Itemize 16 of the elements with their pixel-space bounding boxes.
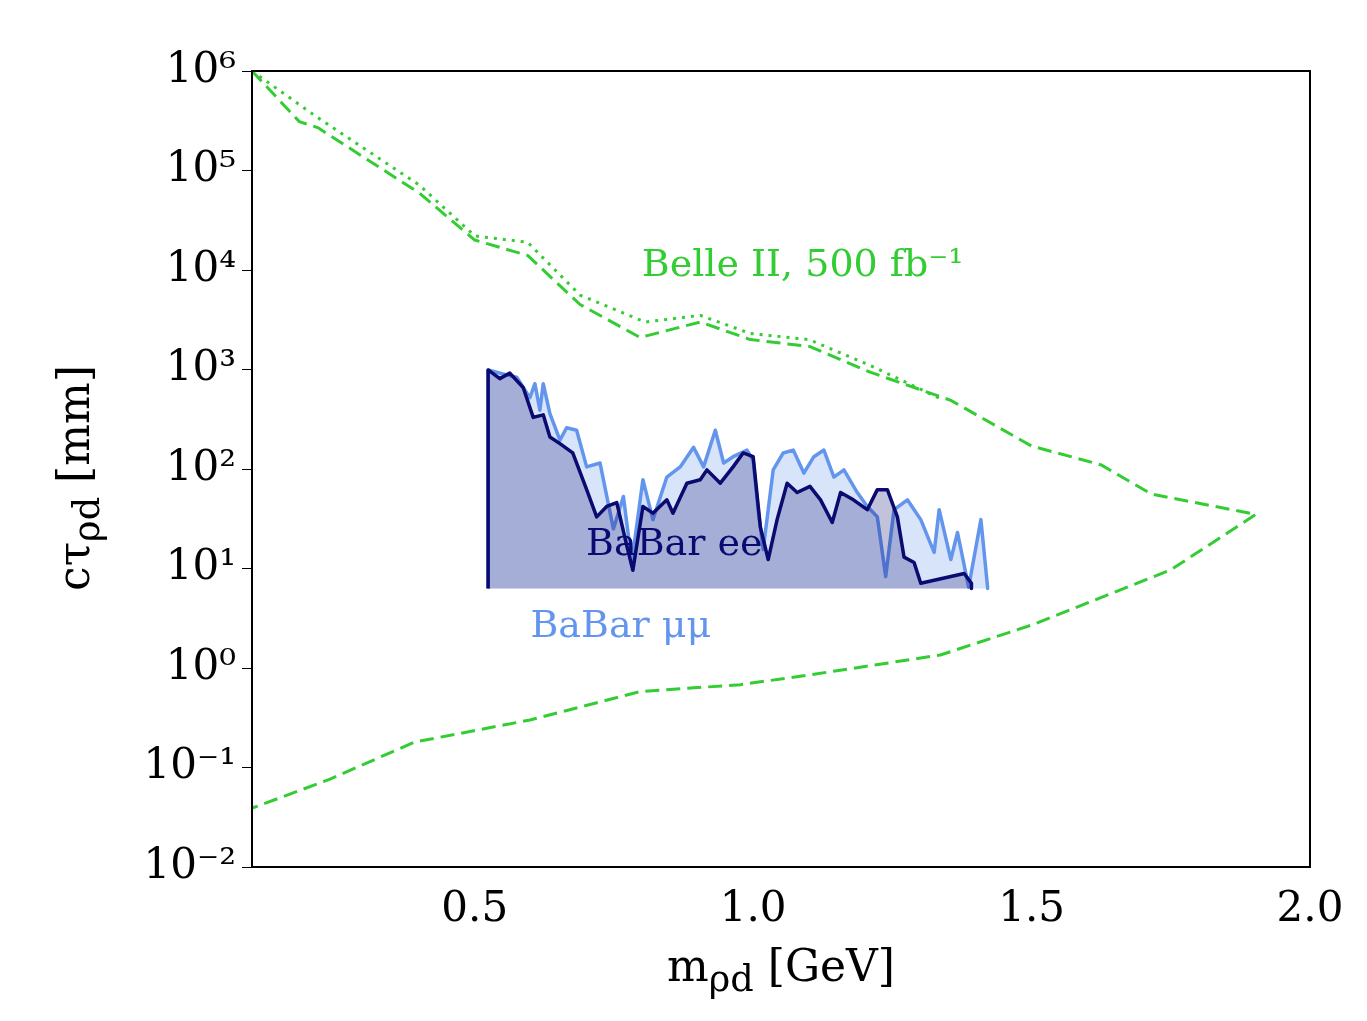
y-tick-label: 10² bbox=[165, 440, 236, 490]
y-tick-label: 10¹ bbox=[165, 540, 236, 590]
series-label: Belle II, 500 fb⁻¹ bbox=[641, 240, 964, 285]
y-tick-label: 10³ bbox=[165, 341, 236, 391]
y-tick-label: 10⁶ bbox=[165, 42, 236, 92]
x-tick-label: 1.0 bbox=[719, 882, 787, 932]
y-tick-label: 10⁻² bbox=[143, 838, 236, 888]
y-tick-label: 10⁻¹ bbox=[143, 739, 236, 789]
x-tick-label: 0.5 bbox=[441, 882, 509, 932]
y-tick-label: 10⁵ bbox=[165, 142, 236, 192]
x-axis-title: m$_{ρd}$ [GeV] bbox=[666, 940, 896, 1000]
y-tick-label: 10⁰ bbox=[165, 639, 236, 689]
x-tick-label: 2.0 bbox=[1276, 882, 1344, 932]
series-label: BaBar μμ bbox=[530, 601, 712, 646]
y-tick-label: 10⁴ bbox=[165, 241, 236, 291]
x-tick-label: 1.5 bbox=[998, 882, 1065, 932]
